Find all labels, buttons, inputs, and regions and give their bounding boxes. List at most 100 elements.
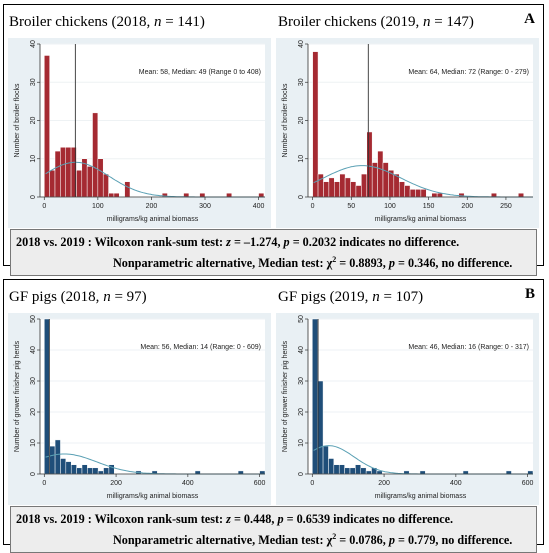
histogram-bar	[350, 181, 357, 198]
histogram-pigs-2018: 0 10 20 30 40 50 0 200 400 600 milligrams/kg anima…	[8, 313, 271, 505]
y-tick-label: 0	[30, 195, 37, 199]
summary-annotation: Mean: 46, Median: 16 (Range: 0 - 317)	[408, 344, 529, 351]
y-tick-label: 0	[298, 195, 305, 199]
y-tick-label: 30	[30, 377, 37, 385]
histogram-bar	[360, 467, 367, 475]
histogram-bar	[76, 169, 83, 198]
y-tick-label: 20	[298, 408, 305, 416]
histogram-bar	[436, 192, 443, 198]
histogram-bar	[420, 189, 427, 198]
histogram-bar	[328, 177, 335, 198]
chart-title-pigs-2019: GF pigs (2019, n = 107)	[278, 289, 424, 305]
histogram-bar	[103, 467, 110, 475]
x-tick-label: 400	[253, 203, 265, 210]
histogram-bar	[312, 51, 319, 198]
y-axis-label: Number of broiler flocks	[14, 83, 21, 157]
summary-annotation: Mean: 56, Median: 14 (Range: 0 - 609)	[140, 344, 261, 351]
histogram-bar	[328, 458, 335, 475]
histogram-bar	[65, 147, 72, 198]
histogram-bar	[431, 192, 438, 198]
x-tick-label: 200	[110, 480, 122, 487]
y-tick-label: 10	[30, 439, 37, 447]
histogram-bar	[317, 173, 324, 198]
y-tick-label: 30	[298, 377, 305, 385]
histogram-bar	[199, 192, 206, 198]
histogram-bar	[338, 464, 345, 475]
histogram-bar	[361, 173, 368, 198]
histogram-bar	[92, 467, 99, 475]
y-axis-label: Number of grower finisher pig herds	[282, 340, 289, 452]
histogram-bar	[54, 150, 61, 198]
summary-annotation: Mean: 64, Median: 72 (Range: 0 - 279)	[408, 69, 529, 76]
panel-letter-b: B	[524, 286, 535, 302]
histogram-bar	[87, 467, 94, 475]
x-tick-label: 600	[254, 480, 266, 487]
histogram-bar	[86, 166, 93, 198]
stats-box-a: 2018 vs. 2019 : Wilcoxon rank-sum test: …	[10, 229, 537, 277]
histogram-bar	[226, 192, 233, 198]
panel-letter-a: A	[524, 11, 535, 27]
histogram-bar	[344, 177, 351, 198]
histogram-bar	[355, 185, 362, 198]
panel-b: B GF pigs (2018, n = 97) GF pigs (2019, …	[3, 279, 544, 553]
y-tick-label: 30	[298, 78, 305, 86]
y-tick-label: 40	[30, 40, 37, 48]
histogram-bar	[365, 470, 372, 475]
x-tick-label: 150	[423, 203, 435, 210]
histogram-bar	[366, 131, 373, 198]
histogram-bar	[258, 192, 265, 198]
histogram-bar	[49, 445, 56, 475]
histogram-broiler-2019: 0 10 20 30 40 0 50 100 150 200 250 milligrams/kg an…	[276, 38, 539, 228]
histogram-bar	[349, 467, 356, 475]
x-tick-label: 100	[92, 203, 104, 210]
histogram-bar	[322, 445, 329, 475]
histogram-bar	[124, 181, 131, 198]
y-tick-label: 30	[30, 78, 37, 86]
x-tick-label: 200	[378, 480, 390, 487]
plot-area	[40, 319, 265, 474]
histogram-bar	[333, 464, 340, 475]
histogram-bar	[334, 181, 340, 198]
x-axis-label: milligrams/kg animal biomass	[107, 493, 199, 500]
x-tick-label: 600	[522, 480, 534, 487]
histogram-bar	[54, 439, 61, 475]
histogram-bar	[355, 464, 362, 475]
panel-a: A Broiler chickens (2018, n = 141) Broil…	[3, 4, 544, 277]
histogram-bar	[65, 461, 72, 475]
y-tick-label: 40	[298, 40, 305, 48]
histogram-bar	[60, 147, 66, 198]
stats-line-median-b: Nonparametric alternative, Median test: …	[113, 532, 513, 548]
histogram-bar	[382, 162, 389, 198]
x-tick-label: 200	[146, 203, 158, 210]
x-axis-label: milligrams/kg animal biomass	[375, 216, 467, 223]
stats-line-wilcoxon-b: 2018 vs. 2019 : Wilcoxon rank-sum test: …	[16, 512, 454, 526]
histogram-bar	[113, 192, 120, 198]
histogram-bar	[398, 181, 405, 198]
histogram-bar	[102, 173, 109, 198]
histogram-bar	[377, 150, 384, 198]
histogram-bar	[70, 464, 77, 475]
histogram-bar	[81, 464, 88, 475]
histogram-bar	[97, 470, 104, 475]
x-tick-label: 0	[310, 480, 314, 487]
plot-area	[308, 319, 533, 474]
histogram-bar	[60, 458, 67, 475]
x-tick-label: 400	[182, 480, 194, 487]
y-tick-label: 20	[30, 408, 37, 416]
histogram-bar	[323, 181, 330, 198]
x-tick-label: 0	[311, 203, 315, 210]
y-tick-label: 40	[298, 346, 305, 354]
y-tick-label: 10	[30, 155, 37, 163]
histogram-bar	[49, 169, 56, 198]
stats-line-wilcoxon-a: 2018 vs. 2019 : Wilcoxon rank-sum test: …	[16, 235, 460, 249]
x-tick-label: 300	[199, 203, 211, 210]
histogram-bar	[344, 467, 351, 475]
y-tick-label: 10	[298, 439, 305, 447]
x-tick-label: 250	[500, 203, 512, 210]
histogram-bar	[312, 318, 318, 475]
y-tick-label: 10	[298, 155, 305, 163]
x-tick-label: 0	[42, 480, 46, 487]
y-axis-label: Number of broiler flocks	[282, 83, 289, 157]
histogram-bar	[44, 55, 50, 198]
